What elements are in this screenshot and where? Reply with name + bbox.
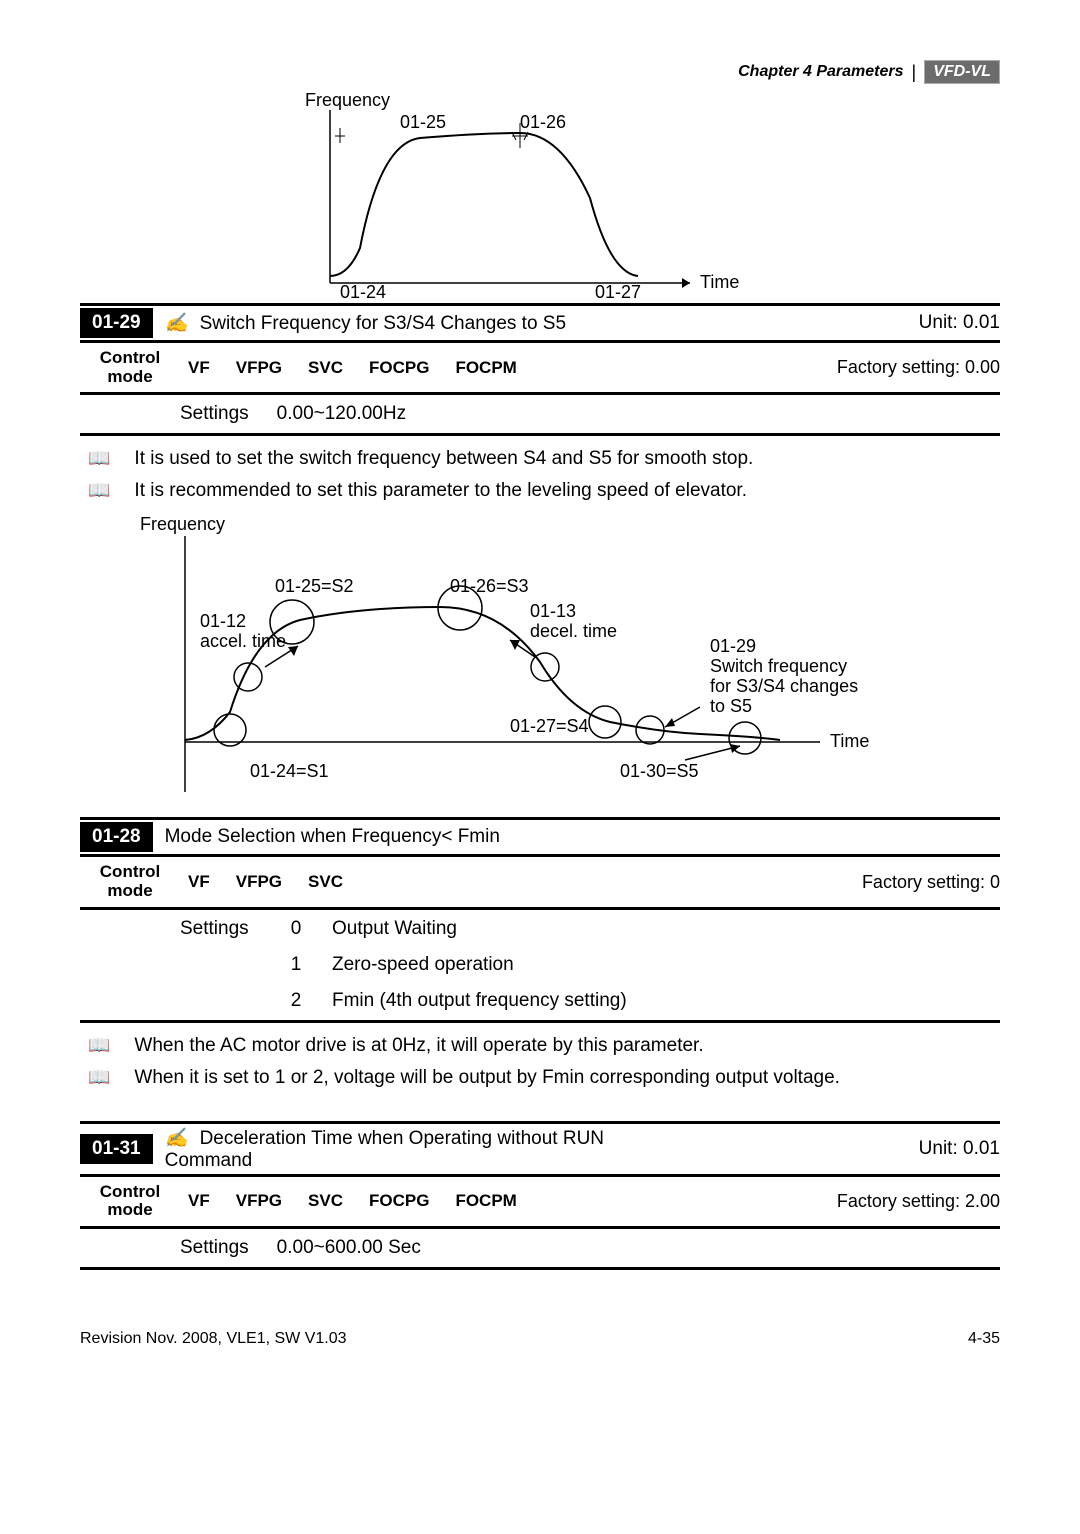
- param-0128-header: 01-28 Mode Selection when Frequency< Fmi…: [80, 820, 1000, 854]
- mode-vf: VF: [188, 1191, 210, 1211]
- notes-0128: 📖 When the AC motor drive is at 0Hz, it …: [80, 1023, 1000, 1107]
- footer-page: 4-35: [968, 1330, 1000, 1348]
- settings-table-0128: Settings 0 1 2 Output Waiting Zero-speed…: [80, 910, 1000, 1020]
- product-logo: VFD-VL: [924, 60, 1000, 84]
- frequency-time-diagram-2: Frequency Time 01-25=S2 01-26=S3 01-12 a…: [80, 512, 1000, 812]
- d2-s5: 01-30=S5: [620, 761, 699, 781]
- pencil-icon: ✍: [165, 1128, 189, 1149]
- d1-0127: 01-27: [595, 282, 641, 298]
- control-mode-label: Controlmode: [80, 349, 180, 386]
- d2-s3: 01-26=S3: [450, 576, 529, 596]
- mode-svc: SVC: [308, 358, 343, 378]
- book-icon: 📖: [88, 1035, 110, 1057]
- d2-xlabel: Time: [830, 731, 869, 751]
- d2-s1: 01-24=S1: [250, 761, 329, 781]
- factory-0131: Factory setting: 2.00: [837, 1191, 1000, 1212]
- settings-row-0129: Settings 0.00~120.00Hz: [80, 395, 1000, 433]
- settings-value: 0.00~120.00Hz: [277, 403, 406, 425]
- mode-focpm: FOCPM: [455, 1191, 516, 1211]
- setting-num: 0: [284, 918, 308, 940]
- book-icon: 📖: [88, 1067, 110, 1089]
- d2-ylabel: Frequency: [140, 514, 225, 534]
- d2-decel-1: 01-13: [530, 601, 576, 621]
- note-text: When the AC motor drive is at 0Hz, it wi…: [134, 1035, 703, 1057]
- mode-svc: SVC: [308, 872, 343, 892]
- mode-vfpg: VFPG: [236, 358, 282, 378]
- mode-focpg: FOCPG: [369, 358, 429, 378]
- notes-0129: 📖 It is used to set the switch frequency…: [80, 436, 1000, 520]
- note-item: 📖 When the AC motor drive is at 0Hz, it …: [80, 1035, 1000, 1057]
- param-id-0131: 01-31: [80, 1134, 153, 1164]
- param-unit-0131: Unit: 0.01: [919, 1138, 1000, 1160]
- d2-sw-4: to S5: [710, 696, 752, 716]
- d2-sw-1: 01-29: [710, 636, 756, 656]
- control-row-0131: Controlmode VF VFPG SVC FOCPG FOCPM Fact…: [80, 1177, 1000, 1226]
- settings-label: Settings: [180, 403, 249, 425]
- note-item: 📖 It is used to set the switch frequency…: [80, 448, 1000, 470]
- frequency-time-diagram-1: Frequency Time 01-25 01-26 01-24 01-27: [80, 88, 1000, 298]
- settings-label: Settings: [180, 1237, 249, 1259]
- param-title-text: Deceleration Time when Operating without…: [165, 1128, 604, 1171]
- d1-xlabel: Time: [700, 272, 739, 292]
- setting-desc: Fmin (4th output frequency setting): [332, 990, 627, 1012]
- mode-focpg: FOCPG: [369, 1191, 429, 1211]
- setting-num: 1: [284, 954, 308, 976]
- d2-accel-1: 01-12: [200, 611, 246, 631]
- param-0131-header: 01-31 ✍ Deceleration Time when Operating…: [80, 1124, 1000, 1174]
- setting-num: 2: [284, 990, 308, 1012]
- param-title-text: Switch Frequency for S3/S4 Changes to S5: [200, 313, 566, 334]
- note-text: It is used to set the switch frequency b…: [134, 448, 753, 470]
- book-icon: 📖: [88, 480, 110, 502]
- pencil-icon: ✍: [165, 313, 189, 334]
- modes-0128: VF VFPG SVC: [180, 872, 862, 892]
- d1-0124: 01-24: [340, 282, 386, 298]
- note-text: When it is set to 1 or 2, voltage will b…: [134, 1067, 840, 1089]
- page-header: Chapter 4 Parameters | VFD-VL: [80, 60, 1000, 84]
- factory-0129: Factory setting: 0.00: [837, 357, 1000, 378]
- d1-ylabel: Frequency: [305, 90, 390, 110]
- d2-s2: 01-25=S2: [275, 576, 354, 596]
- d2-accel-2: accel. time: [200, 631, 286, 651]
- mode-focpm: FOCPM: [455, 358, 516, 378]
- control-row-0129: Controlmode VF VFPG SVC FOCPG FOCPM Fact…: [80, 343, 1000, 392]
- divider-pipe: |: [912, 62, 917, 83]
- param-title-0129: ✍ Switch Frequency for S3/S4 Changes to …: [165, 311, 919, 335]
- param-title-0128: Mode Selection when Frequency< Fmin: [165, 826, 1000, 848]
- param-id-0128: 01-28: [80, 822, 153, 852]
- control-mode-label: Controlmode: [80, 863, 180, 900]
- note-item: 📖 It is recommended to set this paramete…: [80, 480, 1000, 502]
- modes-0131: VF VFPG SVC FOCPG FOCPM: [180, 1191, 837, 1211]
- control-mode-label: Controlmode: [80, 1183, 180, 1220]
- d2-sw-2: Switch frequency: [710, 656, 847, 676]
- settings-row-0131: Settings 0.00~600.00 Sec: [80, 1229, 1000, 1267]
- mode-vfpg: VFPG: [236, 872, 282, 892]
- note-text: It is recommended to set this parameter …: [134, 480, 747, 502]
- factory-0128: Factory setting: 0: [862, 872, 1000, 893]
- mode-vf: VF: [188, 872, 210, 892]
- d1-0125: 01-25: [400, 112, 446, 132]
- chapter-title: Chapter 4 Parameters: [738, 63, 903, 81]
- setting-desc: Output Waiting: [332, 918, 627, 940]
- modes-0129: VF VFPG SVC FOCPG FOCPM: [180, 358, 837, 378]
- d2-s4: 01-27=S4: [510, 716, 589, 736]
- mode-vfpg: VFPG: [236, 1191, 282, 1211]
- settings-label: Settings: [180, 918, 260, 1012]
- setting-desc: Zero-speed operation: [332, 954, 627, 976]
- mode-svc: SVC: [308, 1191, 343, 1211]
- settings-value: 0.00~600.00 Sec: [277, 1237, 421, 1259]
- d2-sw-3: for S3/S4 changes: [710, 676, 858, 696]
- mode-vf: VF: [188, 358, 210, 378]
- param-title-0131: ✍ Deceleration Time when Operating witho…: [165, 1126, 685, 1172]
- param-id-0129: 01-29: [80, 308, 153, 338]
- param-0129-header: 01-29 ✍ Switch Frequency for S3/S4 Chang…: [80, 306, 1000, 340]
- param-unit-0129: Unit: 0.01: [919, 312, 1000, 334]
- page-footer: Revision Nov. 2008, VLE1, SW V1.03 4-35: [80, 1330, 1000, 1348]
- d2-decel-2: decel. time: [530, 621, 617, 641]
- book-icon: 📖: [88, 448, 110, 470]
- control-row-0128: Controlmode VF VFPG SVC Factory setting:…: [80, 857, 1000, 906]
- note-item: 📖 When it is set to 1 or 2, voltage will…: [80, 1067, 1000, 1089]
- footer-revision: Revision Nov. 2008, VLE1, SW V1.03: [80, 1330, 347, 1348]
- d1-0126: 01-26: [520, 112, 566, 132]
